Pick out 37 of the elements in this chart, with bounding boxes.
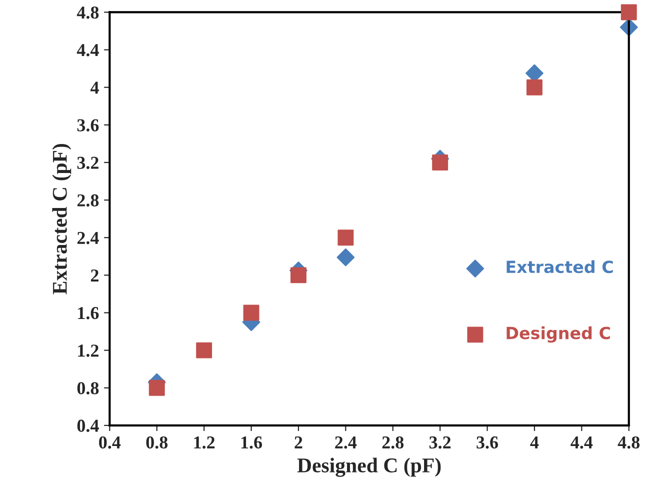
y-tick-label: 0.8 [77,382,99,394]
x-tick-label: 2.8 [382,436,404,449]
point [338,230,354,246]
y-tick-label: 1.6 [78,307,99,320]
legend-label: Designed C [506,326,610,343]
x-tick-label: 4.8 [618,436,640,449]
point [290,267,306,284]
point [336,248,355,266]
point [148,380,165,396]
point [243,304,260,321]
point [526,79,542,96]
x-axis-title: Designed C (pF) [297,458,441,477]
y-tick-label: 4 [90,82,99,94]
x-tick-label: 2 [294,436,302,448]
y-tick-label: 2.4 [77,232,99,244]
x-tick-label: 3.6 [476,436,498,449]
y-tick-label: 4.8 [76,6,99,19]
point [620,4,637,20]
point [196,342,212,358]
x-tick-label: 4 [530,436,539,448]
y-tick-label: 2.8 [77,194,99,207]
x-tick-label: 0.4 [99,436,121,449]
x-tick-label: 3.2 [429,436,451,449]
y-tick-label: 0.4 [77,420,99,432]
x-tick-label: 1.6 [241,436,262,449]
x-tick-label: 1.2 [194,436,215,449]
point [432,154,448,170]
x-tick-label: 0.8 [146,436,168,449]
y-axis-title: Extracted C (pF) [52,144,72,294]
legend-label: Extracted C [506,260,613,274]
x-tick-label: 4.4 [570,436,593,449]
x-tick-label: 2.4 [335,436,357,449]
y-tick-label: 3.6 [77,119,99,132]
y-tick-label: 1.2 [78,344,98,357]
y-tick-label: 4.4 [76,44,99,56]
y-tick-label: 2 [90,269,98,282]
y-tick-label: 3.2 [77,156,98,170]
